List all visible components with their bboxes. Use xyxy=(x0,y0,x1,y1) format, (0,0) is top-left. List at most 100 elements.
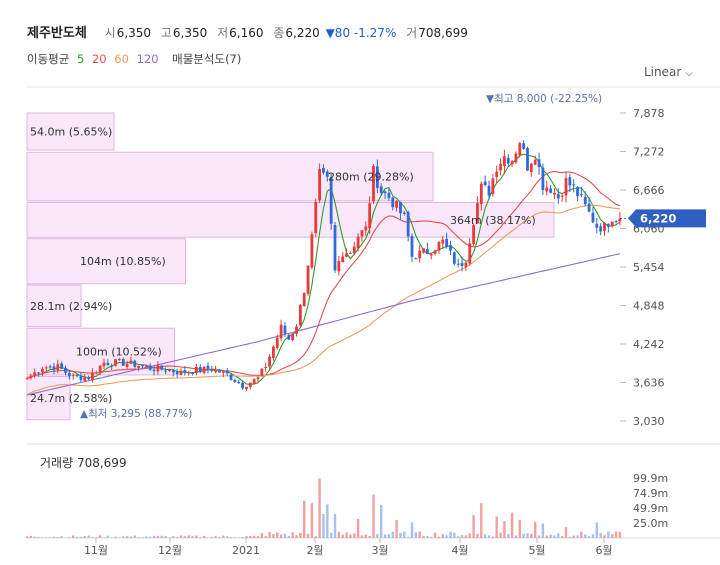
candle-body xyxy=(198,366,202,372)
candle-body xyxy=(560,195,564,197)
candle-body xyxy=(129,360,133,364)
ma120-legend[interactable]: 120 xyxy=(136,52,159,66)
volume-bar xyxy=(252,535,256,538)
candle-body xyxy=(87,377,90,380)
volume-bar xyxy=(164,536,167,538)
volume-bar xyxy=(495,516,498,538)
candle-body xyxy=(325,171,329,177)
candle-body xyxy=(333,225,337,271)
candle-body xyxy=(426,249,429,254)
ma20-line xyxy=(26,170,621,379)
ma5-legend[interactable]: 5 xyxy=(76,52,85,66)
candle-body xyxy=(464,262,468,267)
volume-bar xyxy=(141,537,144,538)
change-value: ▼80 -1.27% xyxy=(325,26,397,40)
volume-bar xyxy=(356,518,360,538)
volume-bar xyxy=(272,534,275,538)
volume-bar xyxy=(329,532,333,538)
scale-dropdown[interactable]: Linear ⌵ xyxy=(644,65,693,79)
stock-header: 제주반도체 시6,350 고6,350 저6,160 종6,220 ▼80 -1… xyxy=(27,22,468,41)
volume-bar xyxy=(233,537,237,538)
volume-bar xyxy=(310,503,314,538)
volume-bar xyxy=(457,536,460,538)
volume-bar xyxy=(287,535,290,538)
candle-body xyxy=(445,238,449,247)
candle-body xyxy=(41,368,44,373)
current-price-tag xyxy=(628,209,706,228)
volume-bar xyxy=(391,531,394,538)
y-tick-label: 5,454 xyxy=(633,261,665,274)
volume-bar xyxy=(345,532,348,538)
candle-body xyxy=(599,226,603,232)
candle-body xyxy=(91,372,94,381)
candle-body xyxy=(218,370,221,373)
ma60-legend[interactable]: 60 xyxy=(114,52,129,66)
volume-profile-bar xyxy=(26,201,555,238)
candle-body xyxy=(37,372,40,374)
volume-bar xyxy=(295,535,298,538)
volume-bar xyxy=(503,521,506,538)
ma20-legend[interactable]: 20 xyxy=(91,52,107,66)
volume-bar xyxy=(137,537,140,538)
candle-body xyxy=(349,252,352,254)
volume-profile-legend[interactable]: 매물분석도(7) xyxy=(172,52,242,66)
y-tick-label: 7,878 xyxy=(633,107,665,120)
volume-bar xyxy=(406,536,410,538)
candle-body xyxy=(456,263,460,265)
volume-bar xyxy=(279,534,283,538)
volume-bar xyxy=(175,537,179,538)
candle-body xyxy=(610,221,614,227)
volume-bar xyxy=(152,535,156,538)
candle-body xyxy=(25,378,29,380)
volume-bar xyxy=(514,535,518,538)
close-value: 6,220 xyxy=(285,26,320,40)
volume-bar xyxy=(541,523,545,538)
volume-bar xyxy=(483,534,487,538)
candle-body xyxy=(67,372,71,377)
candle-body xyxy=(275,337,279,348)
volume-bar xyxy=(553,535,556,538)
candle-body xyxy=(310,234,314,268)
candle-body xyxy=(256,377,260,380)
volume-bar xyxy=(534,521,537,538)
x-tick-label: 6월 xyxy=(595,544,612,557)
volume-bar xyxy=(179,535,183,538)
volume-bar xyxy=(337,531,341,538)
volume-bar xyxy=(160,535,163,538)
candle-body xyxy=(121,358,125,366)
volume-bar xyxy=(187,535,190,538)
volume-bar xyxy=(568,536,572,538)
candle-body xyxy=(564,178,568,196)
volume-bar xyxy=(214,536,217,538)
volume-bar xyxy=(268,532,271,538)
x-tick-label: 11월 xyxy=(84,544,108,557)
volume-bar xyxy=(68,537,71,538)
x-tick-label: 12월 xyxy=(158,544,182,557)
candle-body xyxy=(283,325,287,334)
x-tick-label: 2월 xyxy=(306,544,323,557)
candle-body xyxy=(98,365,102,372)
volume-bar xyxy=(199,537,202,538)
candle-body xyxy=(71,375,75,377)
volume-bar xyxy=(587,535,591,538)
volume-bar xyxy=(499,532,502,538)
volume-profile-bar xyxy=(26,238,186,285)
candle-body xyxy=(272,346,275,358)
volume-bar xyxy=(210,536,213,538)
volume-bar xyxy=(191,536,194,538)
candle-body xyxy=(537,159,541,168)
candle-body xyxy=(587,203,591,212)
volume-bar xyxy=(195,535,198,538)
candle-body xyxy=(503,156,506,166)
ma60-line xyxy=(26,204,620,395)
volume-bar xyxy=(599,532,602,538)
y-tick-label: 7,272 xyxy=(633,146,665,159)
volume-bar xyxy=(422,535,425,538)
volume-bar xyxy=(314,536,317,538)
candle-body xyxy=(483,181,487,186)
ma-legend-title: 이동평균 xyxy=(27,52,70,66)
candle-body xyxy=(422,248,425,253)
volume-bar xyxy=(433,532,437,538)
volume-bar xyxy=(326,504,329,538)
